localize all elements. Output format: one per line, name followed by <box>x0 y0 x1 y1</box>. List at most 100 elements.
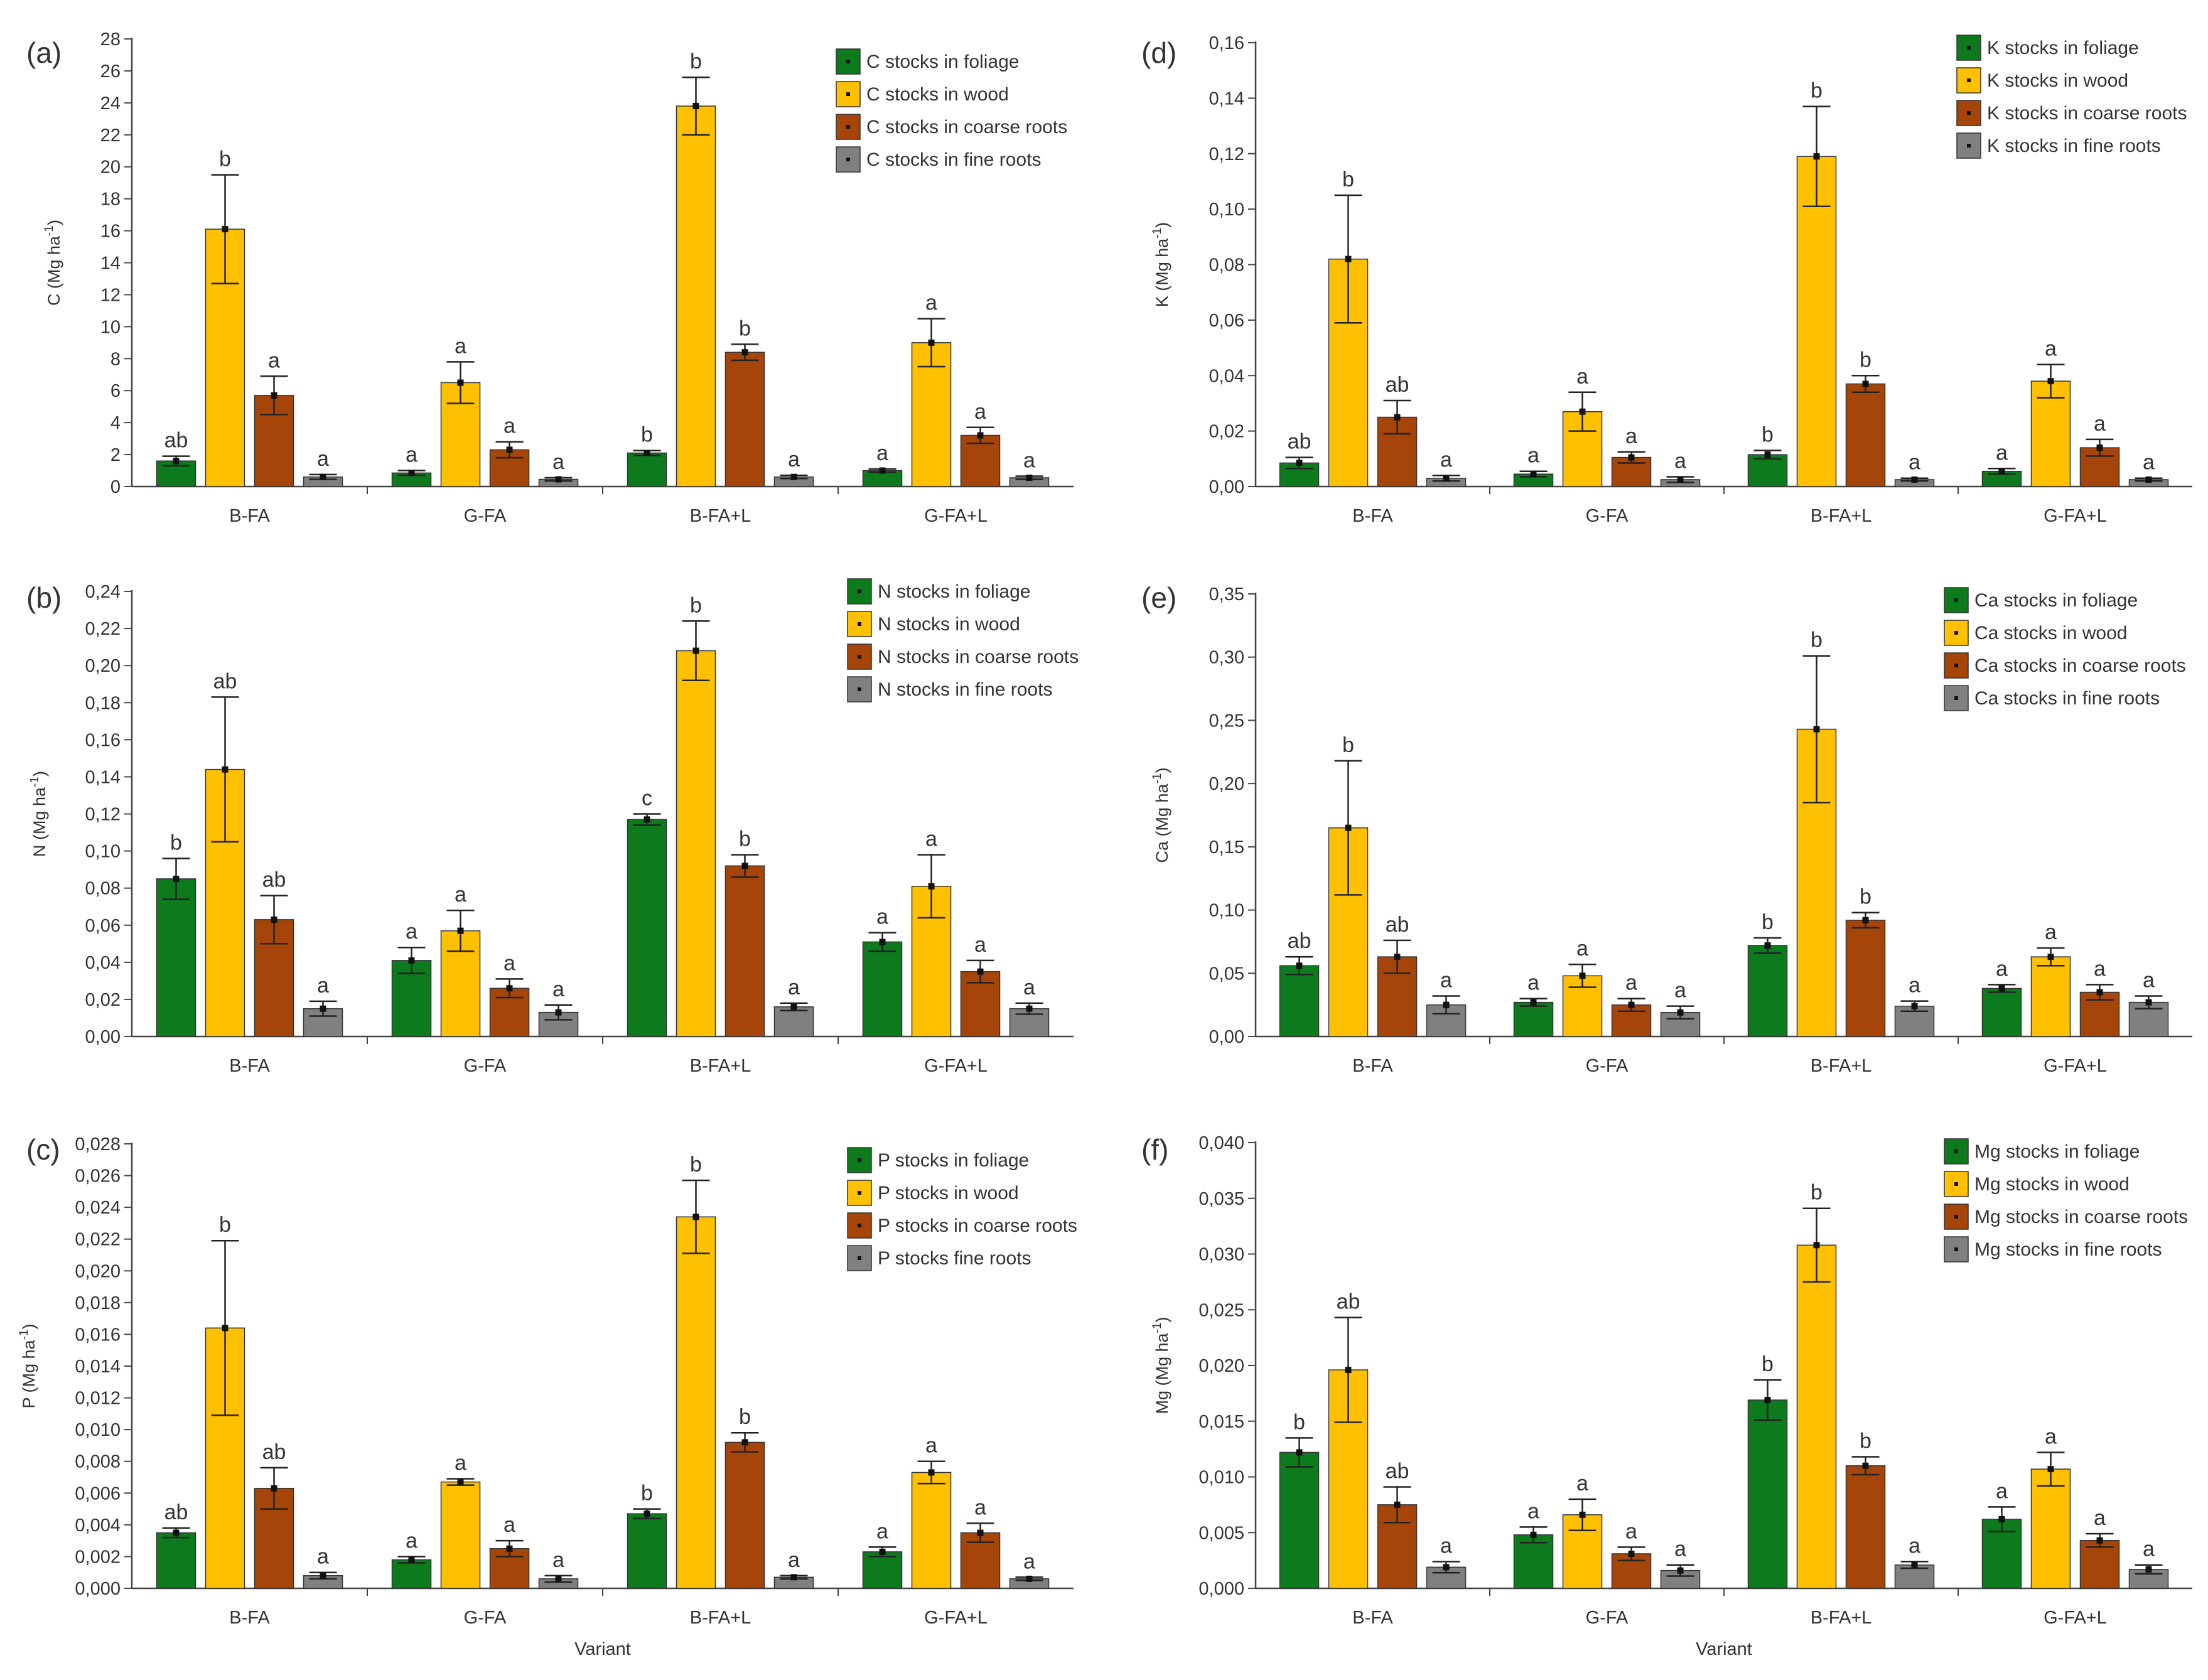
significance-letter: a <box>974 933 986 957</box>
y-tick-label: 0,15 <box>1209 837 1244 858</box>
legend-marker <box>1954 598 1958 602</box>
x-category-label: B-FA <box>1352 1608 1393 1628</box>
panel-letter: (f) <box>1141 1133 1168 1166</box>
y-tick-label: 0,10 <box>85 842 121 862</box>
bar <box>1513 1001 1554 1037</box>
panel-letter: (c) <box>26 1133 60 1166</box>
mean-marker <box>506 446 513 453</box>
mean-marker <box>457 379 464 386</box>
y-tick-label: 0,015 <box>1198 1412 1244 1432</box>
x-category-label: G-FA <box>464 1608 507 1628</box>
mean-marker <box>1530 999 1537 1006</box>
y-tick-label: 0,12 <box>1209 144 1244 164</box>
chart-panel-d: (d) 0,00 0,02 0,04 0,06 0,08 0,10 0,12 0,14 0,16 K… <box>1141 33 2192 526</box>
mean-marker <box>1296 1449 1303 1456</box>
y-tick-label: 0,00 <box>1209 1027 1244 1047</box>
significance-letter: b <box>739 827 751 851</box>
bar <box>676 105 716 487</box>
bar <box>1279 1451 1320 1589</box>
y-tick-label: 0,16 <box>85 730 121 750</box>
significance-letter: ab <box>1386 913 1409 937</box>
significance-letter: a <box>925 291 937 315</box>
y-tick-label: 0,004 <box>75 1516 121 1536</box>
y-axis-title-main: N (Mg ha <box>30 787 49 857</box>
y-tick-label: 0,002 <box>75 1547 121 1567</box>
y-axis-title-main: K (Mg ha <box>1153 238 1171 308</box>
legend-marker <box>1967 46 1971 50</box>
mean-marker <box>1628 1001 1635 1008</box>
significance-letter: ab <box>262 1440 286 1464</box>
y-tick-label: 0,20 <box>1209 774 1244 794</box>
significance-letter: b <box>219 1213 231 1237</box>
bar <box>724 1441 765 1589</box>
mean-marker <box>1443 475 1450 482</box>
chart-panel-c: (c) 0,000 0,002 0,004 0,006 0,008 0,010 0,012 0,… <box>18 1133 1077 1659</box>
x-axis-title: Variant <box>574 1639 631 1659</box>
y-tick-label: 10 <box>100 317 121 337</box>
mean-marker <box>506 985 513 992</box>
significance-letter: a <box>974 1495 986 1519</box>
significance-letter: a <box>2045 337 2057 361</box>
y-tick-label: 0,012 <box>75 1389 121 1409</box>
significance-letter: ab <box>1337 1290 1360 1314</box>
panel-letter: (a) <box>26 36 62 69</box>
significance-letter: a <box>317 447 329 471</box>
significance-letter: b <box>1860 348 1871 372</box>
legend-entry: Ca stocks in foliage <box>1974 590 2138 611</box>
bar <box>862 941 903 1037</box>
legend-marker <box>1954 1150 1958 1153</box>
mean-marker <box>408 470 415 477</box>
legend-entry: Mg stocks in fine roots <box>1974 1239 2162 1260</box>
mean-marker <box>1677 476 1684 483</box>
y-axis-title-sup: -1 <box>1151 228 1164 239</box>
legend-entry: N stocks in wood <box>878 614 1020 635</box>
significance-letter: ab <box>164 429 188 453</box>
mean-marker <box>1394 1501 1401 1508</box>
mean-marker <box>1862 380 1869 387</box>
x-category-label: B-FA <box>1352 1056 1393 1076</box>
significance-letter: a <box>2143 451 2155 475</box>
y-tick-label: 8 <box>110 349 121 369</box>
y-tick-label: 26 <box>100 62 121 82</box>
significance-letter: a <box>876 905 888 929</box>
mean-marker <box>879 1548 886 1555</box>
legend-entry: N stocks in foliage <box>878 581 1030 602</box>
significance-letter: b <box>1342 168 1354 191</box>
significance-letter: a <box>1909 974 1920 998</box>
mean-marker <box>173 875 180 882</box>
mean-marker <box>928 339 935 346</box>
significance-letter: a <box>406 443 417 467</box>
mean-marker <box>1813 153 1820 160</box>
y-tick-label: 0,010 <box>75 1420 121 1440</box>
mean-marker <box>271 1485 277 1492</box>
bar <box>676 1216 716 1589</box>
significance-letter: a <box>1440 448 1452 471</box>
mean-marker <box>2096 989 2103 996</box>
legend-marker <box>1967 144 1971 148</box>
y-tick-label: 0,030 <box>1198 1245 1244 1265</box>
panel-letter: (b) <box>26 581 62 614</box>
significance-letter: b <box>219 147 231 171</box>
chart-panel-f: (f) 0,000 0,005 0,010 0,015 0,020 0,025 0,030 0,… <box>1141 1133 2192 1659</box>
bar <box>391 1559 432 1589</box>
mean-marker <box>2096 1537 2103 1544</box>
significance-letter: a <box>2094 412 2106 436</box>
mean-marker <box>1026 1575 1033 1582</box>
legend-entry: P stocks fine roots <box>878 1248 1031 1269</box>
mean-marker <box>1998 468 2005 475</box>
mean-marker <box>222 1325 229 1332</box>
y-tick-label: 0,02 <box>1209 422 1244 442</box>
mean-marker <box>408 1556 415 1563</box>
significance-letter: a <box>1576 1472 1588 1495</box>
legend-entry: C stocks in foliage <box>866 51 1019 72</box>
bar <box>1981 988 2022 1037</box>
legend-entry: Mg stocks in wood <box>1974 1174 2130 1195</box>
significance-letter: a <box>552 977 564 1001</box>
y-tick-label: 24 <box>100 94 121 114</box>
significance-letter: b <box>1762 910 1774 934</box>
mean-marker <box>1443 1564 1450 1571</box>
significance-letter: a <box>1996 1479 2008 1503</box>
legend-entry: K stocks in foliage <box>1987 38 2139 58</box>
legend-marker <box>1954 1247 1958 1251</box>
significance-letter: ab <box>213 669 237 693</box>
